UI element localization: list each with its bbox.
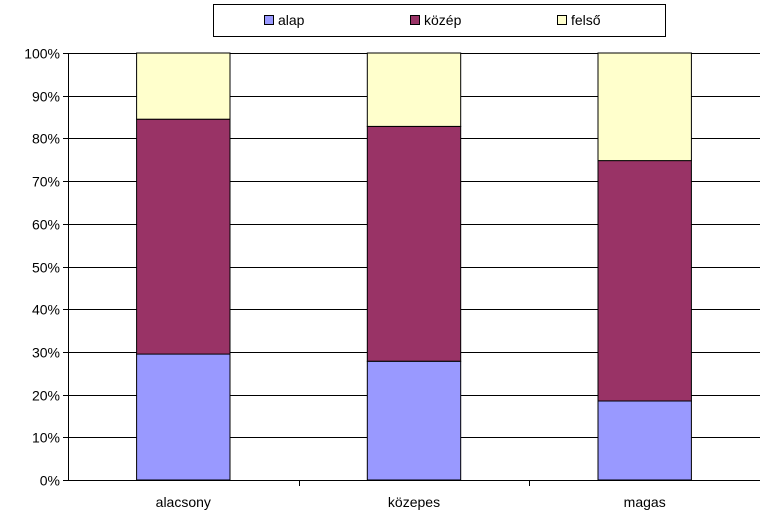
legend-swatch-közép (410, 15, 420, 25)
y-tick-label: 90% (32, 89, 60, 105)
bar-segment-közepes-felső (366, 52, 462, 127)
y-tick-label: 30% (32, 345, 60, 361)
y-tick-label: 50% (32, 260, 60, 276)
y-tick-label: 40% (32, 302, 60, 318)
y-tick-label: 60% (32, 217, 60, 233)
bar-segment-magas-közép (597, 160, 692, 402)
y-tick-label: 100% (24, 46, 60, 62)
bar-segment-alacsony-alap (136, 353, 231, 481)
axes: 0% 10% 20% 30% 40% 50% 60% 70% 80% 90% 100% alacson… (24, 46, 760, 510)
bar-segment-közepes-alap (366, 360, 462, 481)
legend-swatch-felső (557, 15, 567, 25)
legend: alap közép felső (213, 4, 666, 37)
legend-label: alap (278, 12, 305, 28)
y-tick-label: 20% (32, 388, 60, 404)
y-tick-label: 70% (32, 174, 60, 190)
bar-segment-magas-felső (597, 52, 692, 162)
x-tick-label: magas (624, 494, 666, 510)
bars (136, 52, 692, 481)
y-tick-label: 0% (40, 473, 60, 489)
x-tick-label: közepes (388, 494, 440, 510)
x-tick-label: alacsony (156, 494, 211, 510)
bar-segment-közepes-közép (366, 125, 462, 362)
bar-segment-magas-alap (597, 400, 692, 481)
y-tick-label: 10% (32, 430, 60, 446)
legend-box (213, 4, 666, 37)
y-tick-label: 80% (32, 131, 60, 147)
legend-label: közép (424, 12, 462, 28)
legend-label: felső (571, 12, 601, 28)
legend-swatch-alap (264, 15, 274, 25)
bar-segment-alacsony-felső (136, 52, 231, 120)
bar-segment-alacsony-közép (136, 118, 231, 355)
